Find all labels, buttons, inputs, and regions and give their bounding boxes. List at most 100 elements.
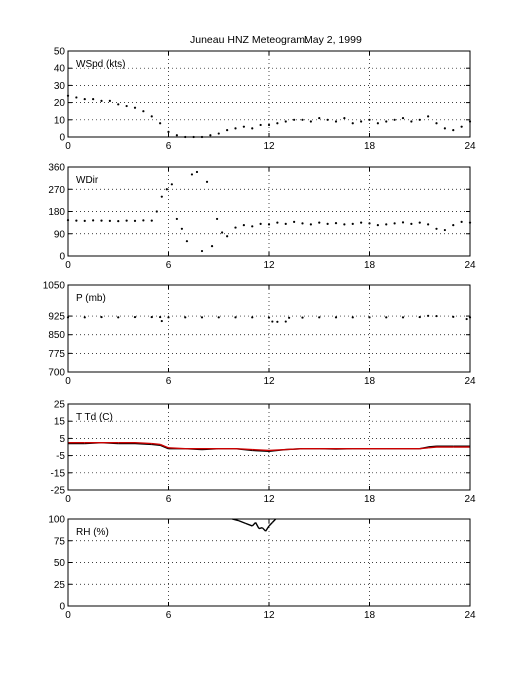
data-point <box>309 223 312 226</box>
y-tick-label: -5 <box>56 451 65 462</box>
data-point <box>360 221 363 224</box>
data-point <box>385 120 388 123</box>
data-point <box>83 98 86 101</box>
data-point <box>133 219 137 222</box>
data-point <box>160 319 163 323</box>
series-line-segment <box>151 443 161 446</box>
y-tick-label: 25 <box>54 400 66 411</box>
data-point <box>443 228 446 232</box>
data-point <box>108 219 111 222</box>
x-tick-label: 0 <box>65 260 71 271</box>
panel-3: 0 6 12 18 24 700 775 850 925 1050 P (mb) <box>43 281 476 388</box>
data-point <box>418 118 421 121</box>
data-point <box>435 122 438 125</box>
panel-label: T Td (C) <box>76 412 113 423</box>
data-point <box>83 219 86 222</box>
data-point <box>226 235 229 238</box>
y-tick-label: -15 <box>51 468 66 479</box>
data-point <box>368 222 371 225</box>
x-tick-label: 24 <box>464 610 476 621</box>
x-tick-label: 18 <box>364 260 376 271</box>
data-point <box>435 227 438 230</box>
data-point <box>150 315 153 319</box>
data-point <box>334 222 338 225</box>
data-point <box>205 180 209 183</box>
plot-frame <box>67 518 471 607</box>
plot-frame <box>67 403 471 491</box>
x-tick-label: 0 <box>65 141 71 152</box>
x-tick-label: 24 <box>464 141 476 152</box>
data-point <box>159 122 162 125</box>
y-tick-label: 50 <box>54 558 66 569</box>
data-point <box>175 134 178 137</box>
x-tick-label: 12 <box>263 494 275 505</box>
series-line-segment <box>254 522 260 529</box>
series-line-segment <box>235 448 253 451</box>
data-point <box>267 316 271 319</box>
data-point <box>435 314 438 318</box>
data-point <box>125 219 128 222</box>
data-point <box>117 103 120 106</box>
data-point <box>318 221 321 224</box>
series-line-segment <box>428 446 437 449</box>
data-point <box>385 316 388 319</box>
data-point <box>210 245 214 248</box>
data-point <box>288 316 291 319</box>
y-tick-label: 50 <box>54 47 66 58</box>
data-point <box>100 99 103 102</box>
x-tick-label: 6 <box>166 376 172 387</box>
plot-frame <box>67 50 471 138</box>
data-point <box>267 223 271 226</box>
data-point <box>452 129 455 132</box>
data-point <box>142 219 145 222</box>
data-point <box>343 223 346 226</box>
data-point <box>200 249 204 253</box>
data-point <box>427 314 430 317</box>
panel-4: 0 6 12 18 24 -25 -15 -5 5 15 25 T Td (C) <box>51 400 476 506</box>
data-point <box>401 116 405 120</box>
data-point <box>100 219 103 222</box>
series-line-segment <box>252 448 270 452</box>
data-point <box>200 316 204 319</box>
data-point <box>242 125 245 128</box>
data-point <box>259 123 262 127</box>
x-tick-label: 18 <box>364 494 376 505</box>
data-point <box>284 222 287 225</box>
panel-label: RH (%) <box>76 527 109 538</box>
data-point <box>167 316 170 319</box>
data-point <box>284 120 287 123</box>
data-point <box>117 220 120 223</box>
data-point <box>117 316 120 319</box>
data-point <box>326 118 329 121</box>
data-point <box>452 223 455 227</box>
y-tick-label: 10 <box>54 115 66 126</box>
data-point <box>410 120 413 123</box>
y-tick-label: 0 <box>59 602 65 613</box>
data-point <box>368 316 371 319</box>
data-point <box>276 122 279 125</box>
x-tick-label: 0 <box>65 494 71 505</box>
y-tick-label: 5 <box>59 434 65 445</box>
data-point <box>271 320 274 323</box>
x-tick-label: 18 <box>364 376 376 387</box>
data-point <box>75 96 78 99</box>
plot-frame <box>67 284 471 373</box>
x-tick-label: 24 <box>464 376 476 387</box>
panel-2: 0 6 12 18 24 0 90 180 270 360 WDir <box>48 163 476 272</box>
data-point <box>376 122 379 125</box>
series-line-segment <box>285 448 303 451</box>
data-point <box>160 195 163 198</box>
data-point <box>318 316 321 319</box>
y-tick-label: 30 <box>54 81 66 92</box>
series-line-segment <box>261 527 267 532</box>
series-line-segment <box>238 520 246 525</box>
data-point <box>234 127 237 130</box>
data-point <box>226 129 229 132</box>
data-point <box>334 120 338 123</box>
data-point <box>418 315 421 319</box>
y-tick-label: 15 <box>54 417 66 428</box>
x-tick-label: 12 <box>263 610 275 621</box>
data-point <box>401 221 405 224</box>
data-point <box>351 122 354 125</box>
plot-frame <box>67 166 471 257</box>
